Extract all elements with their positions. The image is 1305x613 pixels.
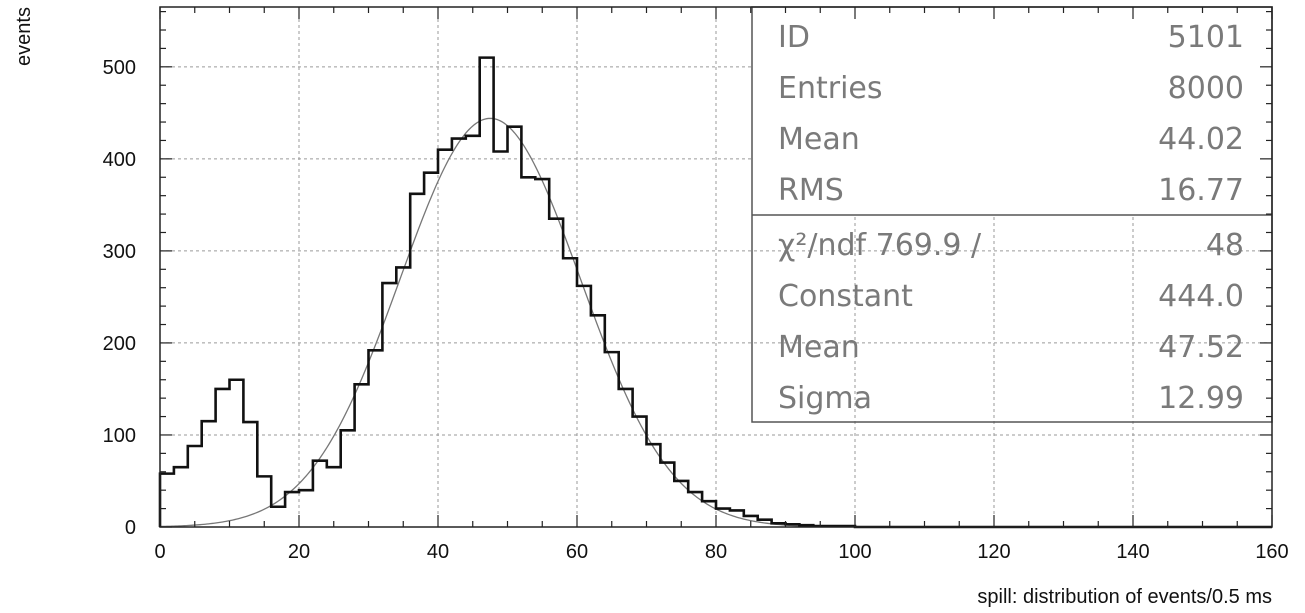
x-tick-label: 60: [566, 541, 588, 563]
histogram-bin: [271, 507, 285, 527]
histogram-bin: [355, 384, 369, 527]
axis-ticks: [159, 7, 1273, 528]
stats-label: RMS: [778, 173, 844, 208]
stats-label: Entries: [778, 71, 883, 106]
histogram-bin: [730, 510, 744, 527]
y-tick-label: 300: [103, 241, 136, 263]
fit-stats-value: 444.0: [1158, 279, 1244, 314]
histogram-bin: [410, 194, 424, 527]
histogram-bin: [313, 461, 327, 527]
fit-stats-label: Sigma: [778, 381, 872, 416]
y-tick-label: 500: [103, 57, 136, 79]
fit-stats-label: Constant: [778, 279, 913, 314]
x-tick-label: 120: [977, 541, 1010, 563]
histogram-bin: [702, 501, 716, 527]
stats-value: 44.02: [1158, 122, 1244, 157]
stats-value: 8000: [1168, 71, 1244, 106]
stats-box: ID 5101 Entries 8000 Mean 44.02 RMS 16.77 χ²/ndf…: [751, 6, 1273, 423]
histogram-bin: [424, 173, 438, 527]
histogram-bin: [688, 492, 702, 527]
histogram-bin: [285, 492, 299, 527]
x-tick-label: 80: [705, 541, 727, 563]
x-axis-title: spill: distribution of events/0.5 ms: [977, 586, 1272, 608]
histogram-bin: [674, 481, 688, 527]
stats-label: ID: [778, 20, 810, 55]
stats-value: 5101: [1168, 20, 1244, 55]
fit-stats-value: 12.99: [1158, 381, 1244, 416]
histogram-bin: [619, 389, 633, 527]
histogram-bin: [647, 444, 661, 527]
histogram-bin: [202, 421, 216, 527]
histogram-bin: [633, 417, 647, 527]
histogram-bin: [716, 509, 730, 527]
histogram-bin: [508, 127, 522, 527]
stats-box-upper-bg: [752, 7, 1272, 215]
fit-stats-label: Mean: [778, 330, 860, 365]
histogram-bin: [577, 286, 591, 527]
histogram-bin: [563, 258, 577, 527]
histogram-bin: [257, 476, 271, 527]
histogram-bin: [660, 463, 674, 527]
histogram-bin: [174, 467, 188, 527]
x-tick-label: 40: [427, 541, 449, 563]
stats-value: 16.77: [1158, 173, 1244, 208]
histogram-bin: [230, 380, 244, 527]
histogram-bin: [605, 352, 619, 527]
histogram-bin: [494, 151, 508, 527]
histogram-bin: [160, 474, 174, 527]
histogram-bin: [299, 490, 313, 527]
y-tick-label: 400: [103, 149, 136, 171]
fit-stats-label: χ²/ndf 769.9 /: [778, 228, 982, 263]
y-tick-label: 100: [103, 425, 136, 447]
y-tick-label: 200: [103, 333, 136, 355]
histogram-bin: [188, 446, 202, 527]
histogram-bin: [521, 177, 535, 527]
x-tick-label: 140: [1116, 541, 1149, 563]
stats-label: Mean: [778, 122, 860, 157]
x-tick-label: 0: [154, 541, 165, 563]
fit-stats-value: 47.52: [1158, 330, 1244, 365]
histogram-bin: [438, 150, 452, 527]
histogram-bin: [535, 179, 549, 527]
histogram-bin: [327, 467, 341, 527]
fit-stats-value: 48: [1206, 228, 1244, 263]
histogram-bin: [591, 315, 605, 527]
histogram-bin: [466, 136, 480, 527]
histogram-bin: [369, 350, 383, 527]
histogram-bin: [396, 267, 410, 527]
histogram-bin: [382, 283, 396, 527]
y-tick-label: 0: [125, 517, 136, 539]
histogram-bin: [243, 422, 257, 527]
histogram-bin: [452, 139, 466, 527]
histogram-bin: [216, 389, 230, 527]
y-axis-title: events: [13, 7, 35, 66]
tick-labels: 0 20 40 60 80 100 120 140 160 0 100 200 300 400 500: [103, 57, 1289, 563]
histogram-bin: [549, 219, 563, 527]
histogram-bin: [758, 520, 772, 527]
x-tick-label: 20: [288, 541, 310, 563]
x-tick-label: 100: [838, 541, 871, 563]
x-tick-label: 160: [1255, 541, 1288, 563]
histogram-bin: [480, 58, 494, 527]
histogram-bin: [341, 430, 355, 527]
